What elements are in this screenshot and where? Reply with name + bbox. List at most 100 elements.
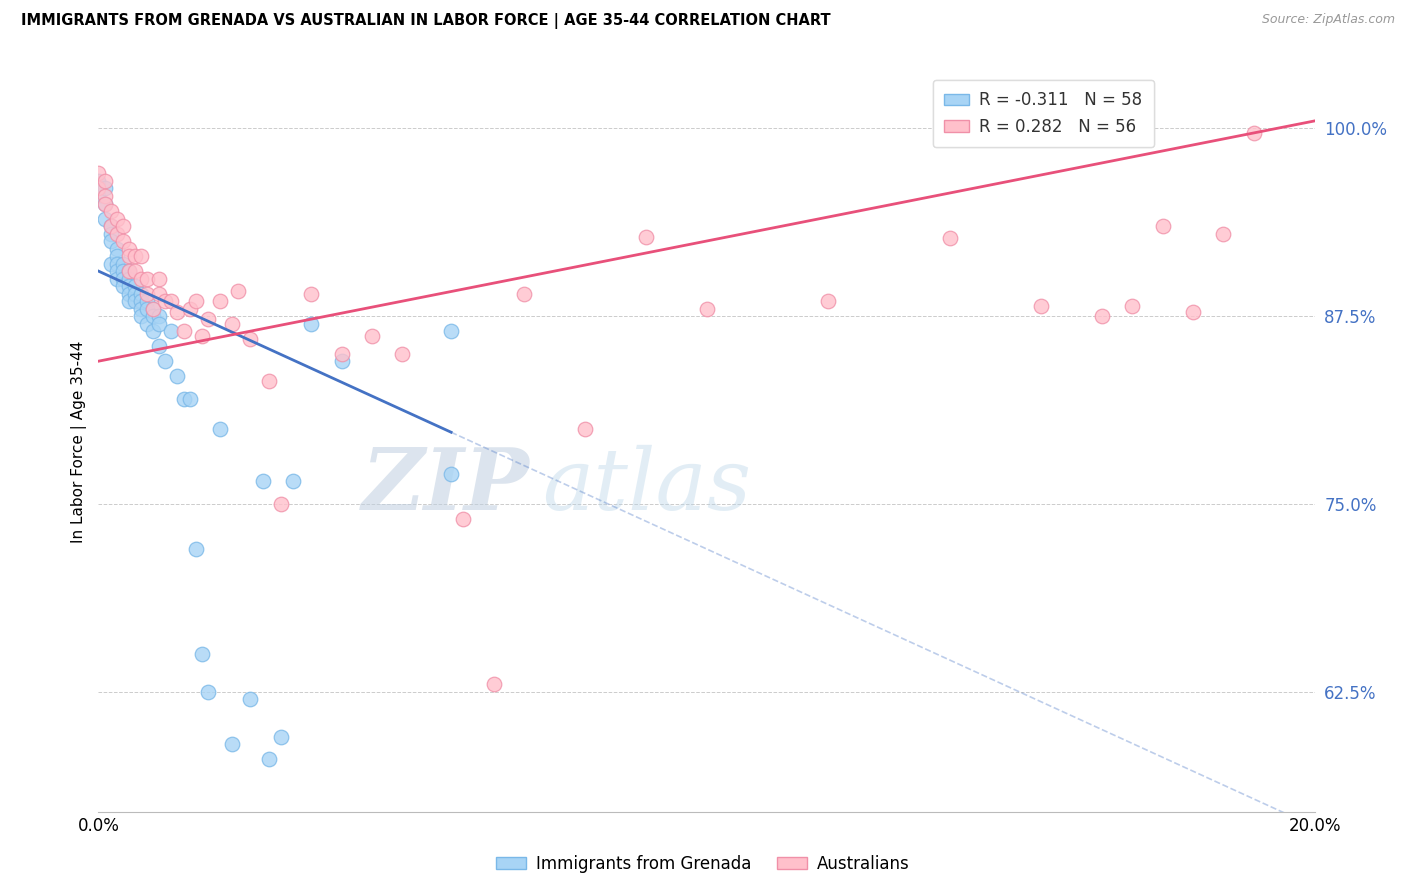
Point <box>142 309 165 323</box>
Point <box>209 422 232 436</box>
Point <box>696 301 718 316</box>
Point <box>100 219 122 233</box>
Point <box>93 174 115 188</box>
Point <box>160 294 183 309</box>
Point <box>124 294 146 309</box>
Point <box>105 264 128 278</box>
Point <box>239 332 262 346</box>
Point <box>148 317 170 331</box>
Point <box>100 227 122 241</box>
Point <box>148 339 170 353</box>
Point <box>100 234 122 248</box>
Point <box>136 317 159 331</box>
Point <box>173 324 195 338</box>
Point <box>118 294 141 309</box>
Point <box>93 196 115 211</box>
Point <box>513 286 536 301</box>
Point <box>87 181 110 195</box>
Point <box>330 347 353 361</box>
Point <box>124 286 146 301</box>
Point <box>100 256 122 270</box>
Point <box>299 317 322 331</box>
Point <box>482 677 505 691</box>
Point <box>129 249 152 263</box>
Point <box>136 271 159 285</box>
Point <box>160 324 183 338</box>
Point <box>87 189 110 203</box>
Y-axis label: In Labor Force | Age 35-44: In Labor Force | Age 35-44 <box>72 341 87 542</box>
Point <box>87 166 110 180</box>
Point <box>257 374 280 388</box>
Point <box>118 264 141 278</box>
Point <box>179 392 201 406</box>
Point <box>136 301 159 316</box>
Point <box>111 256 134 270</box>
Point <box>124 279 146 293</box>
Point <box>453 512 475 526</box>
Point <box>142 324 165 338</box>
Point <box>93 196 115 211</box>
Point <box>252 475 274 489</box>
Point <box>1091 309 1114 323</box>
Point <box>129 271 152 285</box>
Point <box>817 294 839 309</box>
Point <box>270 730 292 744</box>
Point <box>440 324 463 338</box>
Point <box>939 231 962 245</box>
Point <box>118 271 141 285</box>
Point <box>105 256 128 270</box>
Point <box>166 369 188 384</box>
Point <box>1182 304 1205 318</box>
Point <box>270 497 292 511</box>
Text: ZIP: ZIP <box>363 444 530 528</box>
Point <box>118 286 141 301</box>
Point <box>197 684 219 698</box>
Point <box>226 284 249 298</box>
Point <box>148 286 170 301</box>
Point <box>105 271 128 285</box>
Text: IMMIGRANTS FROM GRENADA VS AUSTRALIAN IN LABOR FORCE | AGE 35-44 CORRELATION CHA: IMMIGRANTS FROM GRENADA VS AUSTRALIAN IN… <box>21 13 831 29</box>
Point <box>124 264 146 278</box>
Point <box>184 541 207 556</box>
Point <box>148 309 170 323</box>
Point <box>197 312 219 326</box>
Point <box>118 264 141 278</box>
Point <box>111 271 134 285</box>
Point <box>184 294 207 309</box>
Point <box>118 242 141 256</box>
Point <box>124 249 146 263</box>
Point <box>93 211 115 226</box>
Point <box>281 475 304 489</box>
Point <box>440 467 463 481</box>
Point <box>257 752 280 766</box>
Point <box>142 301 165 316</box>
Point <box>105 227 128 241</box>
Legend: R = -0.311   N = 58, R = 0.282   N = 56: R = -0.311 N = 58, R = 0.282 N = 56 <box>932 79 1154 147</box>
Point <box>93 189 115 203</box>
Point <box>391 347 413 361</box>
Point <box>179 301 201 316</box>
Point <box>118 249 141 263</box>
Point <box>155 354 177 368</box>
Point <box>221 317 243 331</box>
Point <box>129 286 152 301</box>
Point <box>166 304 188 318</box>
Point <box>173 392 195 406</box>
Text: atlas: atlas <box>543 444 751 527</box>
Point <box>634 229 657 244</box>
Point <box>100 204 122 219</box>
Point <box>155 294 177 309</box>
Point <box>136 294 159 309</box>
Point <box>105 242 128 256</box>
Point <box>148 271 170 285</box>
Point <box>1121 299 1143 313</box>
Point <box>105 211 128 226</box>
Point <box>299 286 322 301</box>
Point <box>1029 299 1052 313</box>
Point <box>209 294 232 309</box>
Point <box>239 692 262 706</box>
Point <box>111 219 134 233</box>
Point <box>191 647 214 661</box>
Point <box>1212 227 1234 241</box>
Point <box>111 279 134 293</box>
